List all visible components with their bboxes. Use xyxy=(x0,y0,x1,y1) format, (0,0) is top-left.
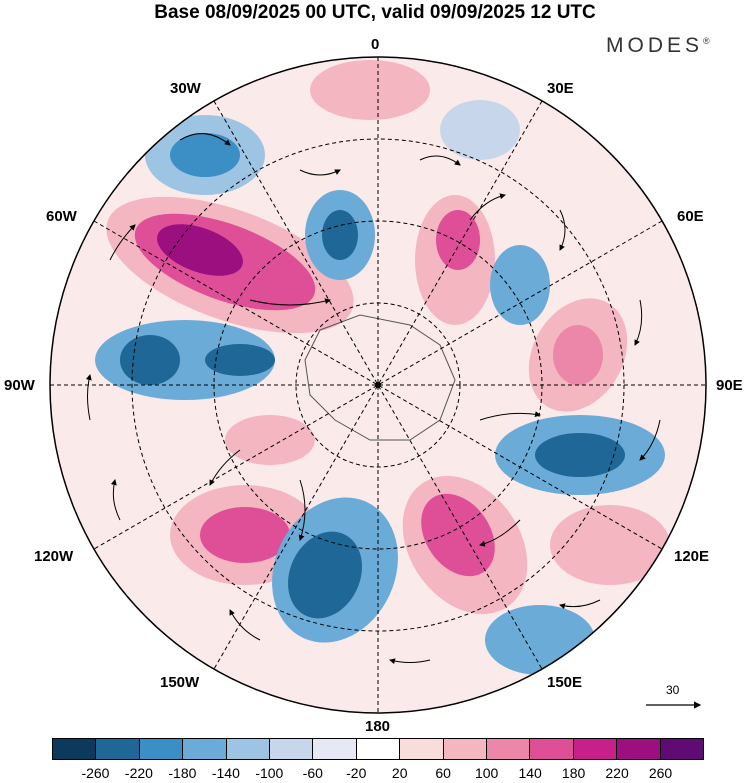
colorbar-tick-label: -220 xyxy=(124,765,153,781)
longitude-label-150w: 150W xyxy=(160,674,200,691)
colorbar-swatch xyxy=(183,739,227,759)
colorbar-tick-label: 180 xyxy=(561,765,586,781)
colorbar-swatch xyxy=(487,739,531,759)
colorbar-tick-label: -140 xyxy=(211,765,240,781)
longitude-label-90e: 90E xyxy=(716,377,743,394)
south-pole-point xyxy=(375,382,381,388)
colorbar-tick-label: 60 xyxy=(435,765,451,781)
negative-anomaly-blobs xyxy=(95,100,665,675)
colorbar-tick-label: 140 xyxy=(518,765,542,781)
longitude-label-120w: 120W xyxy=(34,548,74,565)
colorbar-swatch xyxy=(617,739,661,759)
colorbar-swatch xyxy=(139,739,184,759)
graticule xyxy=(50,57,706,713)
colorbar-tick-label: -60 xyxy=(302,765,323,781)
colorbar-swatch xyxy=(400,739,444,759)
colorbar-tick-label: -260 xyxy=(81,765,110,781)
colorbar-swatch xyxy=(443,739,488,759)
colorbar-swatch xyxy=(573,739,618,759)
colorbar-swatch xyxy=(53,739,97,759)
positive-anomaly-blobs xyxy=(106,60,670,615)
colorbar-tick-label: 20 xyxy=(391,765,408,781)
colorbar-tick-label: -20 xyxy=(346,765,367,781)
colorbar-tick-label: -100 xyxy=(255,765,284,781)
longitude-label-30e: 30E xyxy=(547,80,574,97)
colorbar-tick-label: 220 xyxy=(605,765,629,781)
longitude-label-180: 180 xyxy=(365,718,391,735)
longitude-label-150e: 150E xyxy=(547,674,583,691)
longitude-label-60e: 60E xyxy=(677,208,704,225)
longitude-label-0: 0 xyxy=(371,36,380,53)
colorbar-swatch xyxy=(530,739,574,759)
colorbar xyxy=(52,738,704,760)
colorbar-swatch xyxy=(313,739,357,759)
colorbar-tick-label: -180 xyxy=(168,765,197,781)
antarctica-coast xyxy=(304,314,456,441)
map-boundary xyxy=(49,56,707,714)
longitude-label-120e: 120E xyxy=(674,548,710,565)
chart-title: Base 08/09/2025 00 UTC, valid 09/09/2025… xyxy=(154,2,596,23)
colorbar-tick-label: 260 xyxy=(648,765,673,781)
colorbar-swatch xyxy=(96,739,140,759)
longitude-label-30w: 30W xyxy=(170,80,201,97)
anomaly-field xyxy=(50,57,706,713)
colorbar-swatch xyxy=(356,739,401,759)
modes-logo: MODES® xyxy=(606,34,710,57)
colorbar-tick-label: 100 xyxy=(474,765,499,781)
longitude-label-60w: 60W xyxy=(46,208,77,225)
colorbar-swatch xyxy=(270,739,314,759)
colorbar-swatch xyxy=(660,739,704,759)
longitude-label-90w: 90W xyxy=(4,377,35,394)
wind-vectors xyxy=(85,133,661,665)
reference-vector-label: 30 xyxy=(666,683,680,697)
colorbar-swatch xyxy=(226,739,271,759)
